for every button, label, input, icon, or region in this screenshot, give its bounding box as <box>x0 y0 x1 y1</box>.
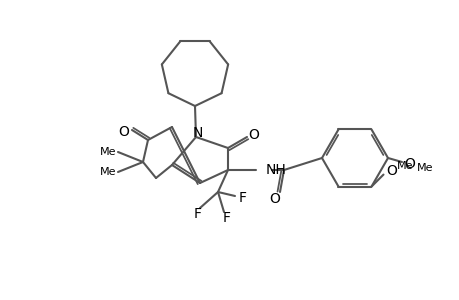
Text: Me: Me <box>100 167 116 177</box>
Text: NH: NH <box>265 163 286 177</box>
Text: O: O <box>403 157 414 171</box>
Text: N: N <box>192 126 203 140</box>
Text: F: F <box>223 211 230 225</box>
Text: O: O <box>269 192 280 206</box>
Text: O: O <box>118 125 129 139</box>
Text: O: O <box>248 128 259 142</box>
Text: F: F <box>239 191 246 205</box>
Text: Me: Me <box>397 160 413 171</box>
Text: Me: Me <box>416 163 432 173</box>
Text: Me: Me <box>100 147 116 157</box>
Text: O: O <box>385 164 396 178</box>
Text: F: F <box>194 207 202 221</box>
